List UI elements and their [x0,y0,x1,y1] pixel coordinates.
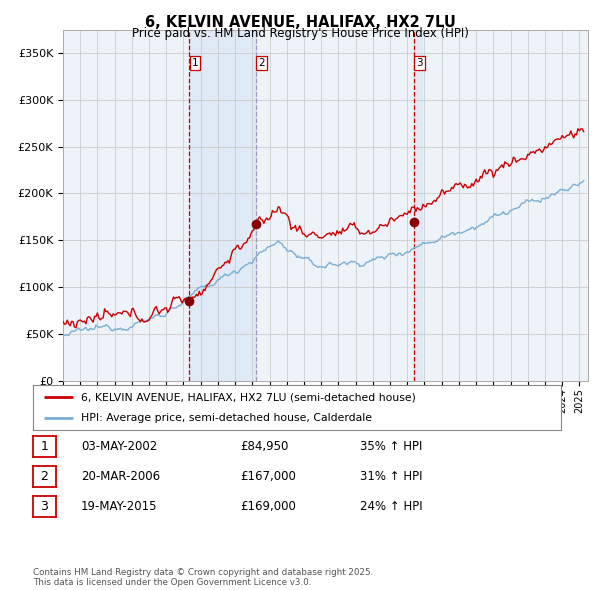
Bar [189,30,256,381]
Text: 35% ↑ HPI: 35% ↑ HPI [360,440,422,453]
Text: 31% ↑ HPI: 31% ↑ HPI [360,470,422,483]
Text: 1: 1 [192,58,199,68]
Text: 3: 3 [416,58,423,68]
Bar [414,30,422,381]
Text: 19-MAY-2015: 19-MAY-2015 [81,500,157,513]
Text: £84,950: £84,950 [240,440,289,453]
Text: £167,000: £167,000 [240,470,296,483]
Text: 2: 2 [259,58,265,68]
Text: 6, KELVIN AVENUE, HALIFAX, HX2 7LU (semi-detached house): 6, KELVIN AVENUE, HALIFAX, HX2 7LU (semi… [80,392,415,402]
Text: 03-MAY-2002: 03-MAY-2002 [81,440,157,453]
Text: 2: 2 [40,470,49,483]
Text: 24% ↑ HPI: 24% ↑ HPI [360,500,422,513]
Text: 20-MAR-2006: 20-MAR-2006 [81,470,160,483]
Text: 3: 3 [40,500,49,513]
Text: Contains HM Land Registry data © Crown copyright and database right 2025.
This d: Contains HM Land Registry data © Crown c… [33,568,373,587]
Text: HPI: Average price, semi-detached house, Calderdale: HPI: Average price, semi-detached house,… [80,412,371,422]
Text: Price paid vs. HM Land Registry's House Price Index (HPI): Price paid vs. HM Land Registry's House … [131,27,469,40]
Text: £169,000: £169,000 [240,500,296,513]
Text: 6, KELVIN AVENUE, HALIFAX, HX2 7LU: 6, KELVIN AVENUE, HALIFAX, HX2 7LU [145,15,455,30]
Text: 1: 1 [40,440,49,453]
